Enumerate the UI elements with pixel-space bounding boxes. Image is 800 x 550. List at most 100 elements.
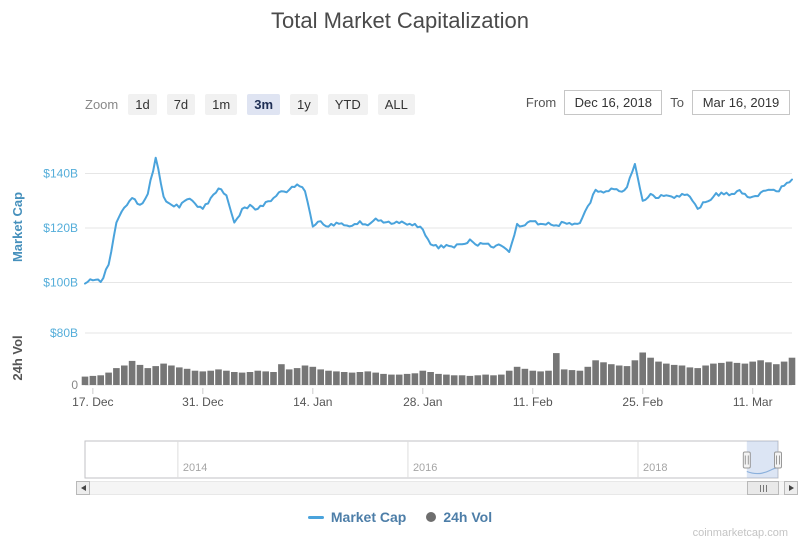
volume-bar — [773, 364, 780, 385]
volume-bar — [199, 371, 207, 386]
scrollbar-right-button[interactable] — [784, 481, 798, 495]
volume-bar — [136, 364, 144, 386]
volume-bar — [348, 372, 356, 385]
volume-bar — [498, 374, 505, 385]
volume-ytick-label: 0 — [71, 378, 78, 392]
plot-hover-area[interactable] — [85, 148, 792, 388]
volume-bar — [372, 372, 379, 385]
volume-bar — [710, 363, 717, 385]
x-axis-label: 28. Jan — [403, 395, 442, 409]
volume-bar — [380, 373, 387, 385]
market-cap-line-swatch-icon — [307, 515, 324, 519]
volume-bar — [435, 373, 442, 385]
volume-bar — [128, 360, 136, 385]
volume-bar — [702, 365, 709, 385]
to-label: To — [670, 95, 684, 110]
x-axis-label: 14. Jan — [293, 395, 332, 409]
zoom-button-1m[interactable]: 1m — [205, 93, 238, 115]
volume-bar — [176, 367, 183, 385]
zoom-button-1y[interactable]: 1y — [290, 93, 318, 115]
chart-legend: Market Cap 24h Vol — [0, 509, 800, 525]
scrollbar-thumb[interactable] — [747, 481, 779, 495]
volume-bar — [718, 362, 725, 385]
zoom-button-ytd[interactable]: YTD — [327, 93, 368, 115]
marketcap-ytick-label: $120B — [43, 221, 78, 235]
navigator-handle-left[interactable] — [742, 451, 751, 469]
volume-bar — [388, 374, 395, 385]
legend-item-24h-vol[interactable]: 24h Vol — [426, 509, 492, 525]
volume-bar — [765, 362, 772, 386]
volume-bar — [293, 368, 301, 385]
volume-bar — [647, 357, 654, 385]
attribution-text: coinmarketcap.com — [692, 527, 788, 539]
volume-bar — [474, 375, 482, 386]
volume-bar — [89, 375, 97, 385]
volume-axis-title: 24h Vol — [10, 335, 25, 380]
zoom-button-3m[interactable]: 3m — [247, 93, 281, 115]
volume-bar — [191, 370, 199, 385]
volume-bar — [592, 360, 599, 385]
volume-bar — [560, 369, 568, 385]
scrollbar-right-arrow-icon — [788, 485, 794, 491]
scrollbar-left-button[interactable] — [76, 481, 90, 495]
volume-bar — [168, 365, 175, 385]
volume-bar — [309, 366, 317, 385]
volume-bar — [749, 361, 756, 385]
navigator-scrollbar-track[interactable] — [76, 481, 798, 495]
legend-item-market-cap[interactable]: Market Cap — [307, 509, 406, 525]
volume-bar — [458, 375, 466, 386]
x-axis-label: 31. Dec — [182, 395, 223, 409]
volume-bar — [600, 362, 607, 386]
volume-bar — [325, 370, 332, 385]
volume-bar — [529, 370, 537, 385]
zoom-toolbar: Zoom 1d 7d 1m 3m 1y YTD ALL — [85, 92, 425, 116]
legend-label-24h-vol: 24h Vol — [443, 509, 493, 525]
thumb-grip-icon — [759, 484, 761, 492]
x-axis-label: 11. Feb — [513, 395, 553, 409]
volume-bar — [144, 368, 152, 385]
volume-bar — [97, 375, 104, 386]
volume-bar — [340, 372, 348, 385]
volume-bar — [254, 370, 262, 385]
volume-ytick-label: $80B — [50, 326, 78, 340]
marketcap-ytick-label: $100B — [43, 276, 78, 290]
volume-bar — [576, 370, 584, 385]
volume-bar — [121, 365, 128, 385]
volume-bar — [301, 365, 309, 385]
zoom-button-7d[interactable]: 7d — [166, 93, 196, 115]
navigator-year-label: 2014 — [183, 462, 207, 474]
volume-bar — [450, 375, 458, 386]
volume-bar — [568, 370, 576, 386]
volume-bar — [545, 370, 552, 385]
navigator-handle-right[interactable] — [774, 451, 782, 469]
to-date-input[interactable] — [692, 90, 790, 115]
x-axis-label: 25. Feb — [622, 395, 663, 409]
volume-bar — [631, 360, 639, 385]
zoom-button-all[interactable]: ALL — [377, 93, 415, 115]
volume-bar — [537, 371, 544, 386]
volume-bar — [466, 375, 474, 385]
volume-bar — [490, 375, 497, 386]
navigator-year-label: 2018 — [643, 462, 667, 474]
zoom-label: Zoom — [85, 96, 119, 112]
volume-bar — [152, 366, 159, 385]
volume-bar — [780, 361, 788, 385]
volume-bar — [183, 368, 191, 386]
volume-bar — [395, 374, 403, 385]
x-axis-label: 17. Dec — [72, 395, 113, 409]
volume-bar — [207, 370, 214, 385]
volume-bar — [317, 369, 324, 385]
volume-dot-swatch-icon — [426, 512, 437, 522]
volume-bar — [788, 357, 796, 385]
volume-bar — [663, 363, 670, 385]
volume-bar — [694, 368, 701, 385]
marketcap-ytick-label: $140B — [43, 167, 78, 181]
volume-bar — [553, 353, 560, 385]
volume-bar — [521, 368, 529, 386]
volume-bar — [427, 372, 434, 385]
from-label: From — [525, 95, 557, 110]
navigator-selection[interactable] — [746, 441, 778, 478]
volume-bar — [285, 369, 293, 385]
from-date-input[interactable] — [564, 90, 663, 115]
zoom-button-1d[interactable]: 1d — [128, 93, 157, 115]
